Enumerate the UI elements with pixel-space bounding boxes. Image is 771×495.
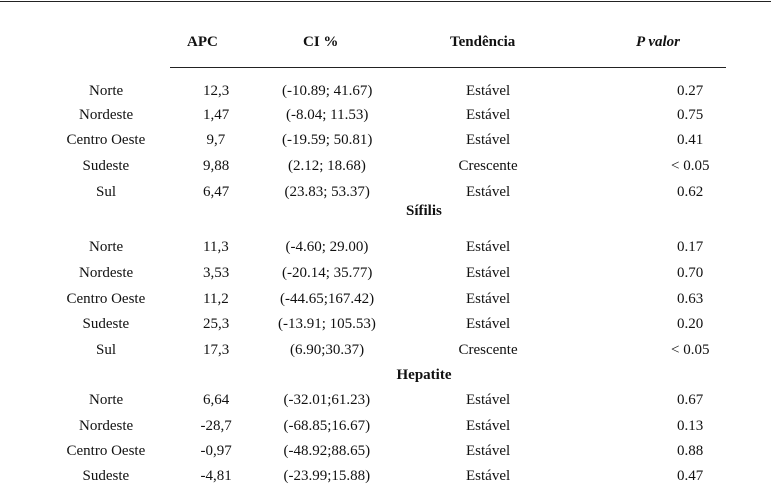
trend-cell: Estável	[466, 468, 511, 484]
ci-cell: (-44.65;167.42)	[280, 291, 375, 307]
p-value-cell: 0.62	[677, 184, 704, 200]
region-cell: Centro Oeste	[66, 132, 146, 148]
region-cell: Sul	[96, 342, 117, 358]
p-value-cell: 0.13	[677, 418, 704, 434]
p-value-cell: 0.20	[677, 316, 704, 332]
region-cell: Norte	[89, 392, 124, 408]
trend-cell: Estável	[466, 443, 511, 459]
ci-cell: (6.90;30.37)	[290, 342, 365, 358]
header-apc: APC	[187, 34, 218, 50]
ci-cell: (-48.92;88.65)	[283, 443, 371, 459]
region-cell: Nordeste	[79, 265, 134, 281]
trend-cell: Estável	[466, 83, 511, 99]
region-cell: Norte	[89, 239, 124, 255]
apc-cell: 11,3	[203, 239, 229, 255]
apc-cell: -0,97	[200, 443, 232, 459]
apc-cell: 25,3	[203, 316, 230, 332]
p-value-cell: 0.47	[677, 468, 704, 484]
apc-cell: 1,47	[203, 107, 230, 123]
ci-cell: (-8.04; 11.53)	[286, 107, 369, 123]
trend-cell: Estável	[466, 132, 511, 148]
region-cell: Norte	[89, 83, 124, 99]
p-value-cell: 0.70	[677, 265, 704, 281]
p-value-cell: 0.41	[677, 132, 704, 148]
apc-cell: 6,64	[203, 392, 230, 408]
header-rule	[170, 67, 726, 68]
ci-cell: (-20.14; 35.77)	[282, 265, 373, 281]
region-cell: Sudeste	[82, 316, 130, 332]
region-cell: Sudeste	[82, 158, 130, 174]
ci-cell: (-23.99;15.88)	[283, 468, 371, 484]
ci-cell: (23.83; 53.37)	[284, 184, 370, 200]
apc-cell: 3,53	[203, 265, 230, 281]
apc-cell: 12,3	[203, 83, 230, 99]
header-ci: CI %	[303, 34, 339, 50]
region-cell: Nordeste	[79, 418, 134, 434]
section-title: Sífilis	[406, 203, 442, 219]
ci-cell: (-68.85;16.67)	[283, 418, 371, 434]
trend-cell: Estável	[466, 265, 511, 281]
header-trend: Tendência	[450, 34, 516, 50]
ci-cell: (-19.59; 50.81)	[282, 132, 373, 148]
trend-cell: Estável	[466, 107, 511, 123]
ci-cell: (-13.91; 105.53)	[278, 316, 376, 332]
region-cell: Sul	[96, 184, 117, 200]
region-cell: Centro Oeste	[66, 291, 146, 307]
apc-cell: 9,7	[206, 132, 226, 148]
trend-cell: Estável	[466, 239, 511, 255]
trend-cell: Estável	[466, 392, 511, 408]
trend-cell: Estável	[466, 418, 511, 434]
region-cell: Nordeste	[79, 107, 134, 123]
top-rule	[0, 1, 771, 2]
p-value-cell: 0.67	[677, 392, 704, 408]
trend-cell: Estável	[466, 291, 511, 307]
header-p-value: P valor	[636, 34, 681, 50]
ci-cell: (-32.01;61.23)	[283, 392, 371, 408]
ci-cell: (-4.60; 29.00)	[285, 239, 369, 255]
p-value-cell: 0.17	[677, 239, 704, 255]
apc-cell: -28,7	[200, 418, 232, 434]
apc-cell: 9,88	[203, 158, 230, 174]
apc-cell: 17,3	[203, 342, 230, 358]
p-value-cell: 0.88	[677, 443, 704, 459]
ci-cell: (-10.89; 41.67)	[282, 83, 373, 99]
apc-cell: 6,47	[203, 184, 230, 200]
p-value-cell: 0.63	[677, 291, 704, 307]
ci-cell: (2.12; 18.68)	[288, 158, 366, 174]
region-cell: Sudeste	[82, 468, 130, 484]
p-value-cell: 0.27	[677, 83, 704, 99]
trend-cell: Crescente	[458, 158, 518, 174]
trend-cell: Estável	[466, 184, 511, 200]
p-value-cell: < 0.05	[671, 158, 710, 174]
section-title: Hepatite	[396, 367, 452, 383]
apc-cell: 11,2	[203, 291, 229, 307]
p-value-cell: < 0.05	[671, 342, 710, 358]
trend-cell: Estável	[466, 316, 511, 332]
region-cell: Centro Oeste	[66, 443, 146, 459]
trend-cell: Crescente	[458, 342, 518, 358]
apc-cell: -4,81	[200, 468, 232, 484]
p-value-cell: 0.75	[677, 107, 704, 123]
